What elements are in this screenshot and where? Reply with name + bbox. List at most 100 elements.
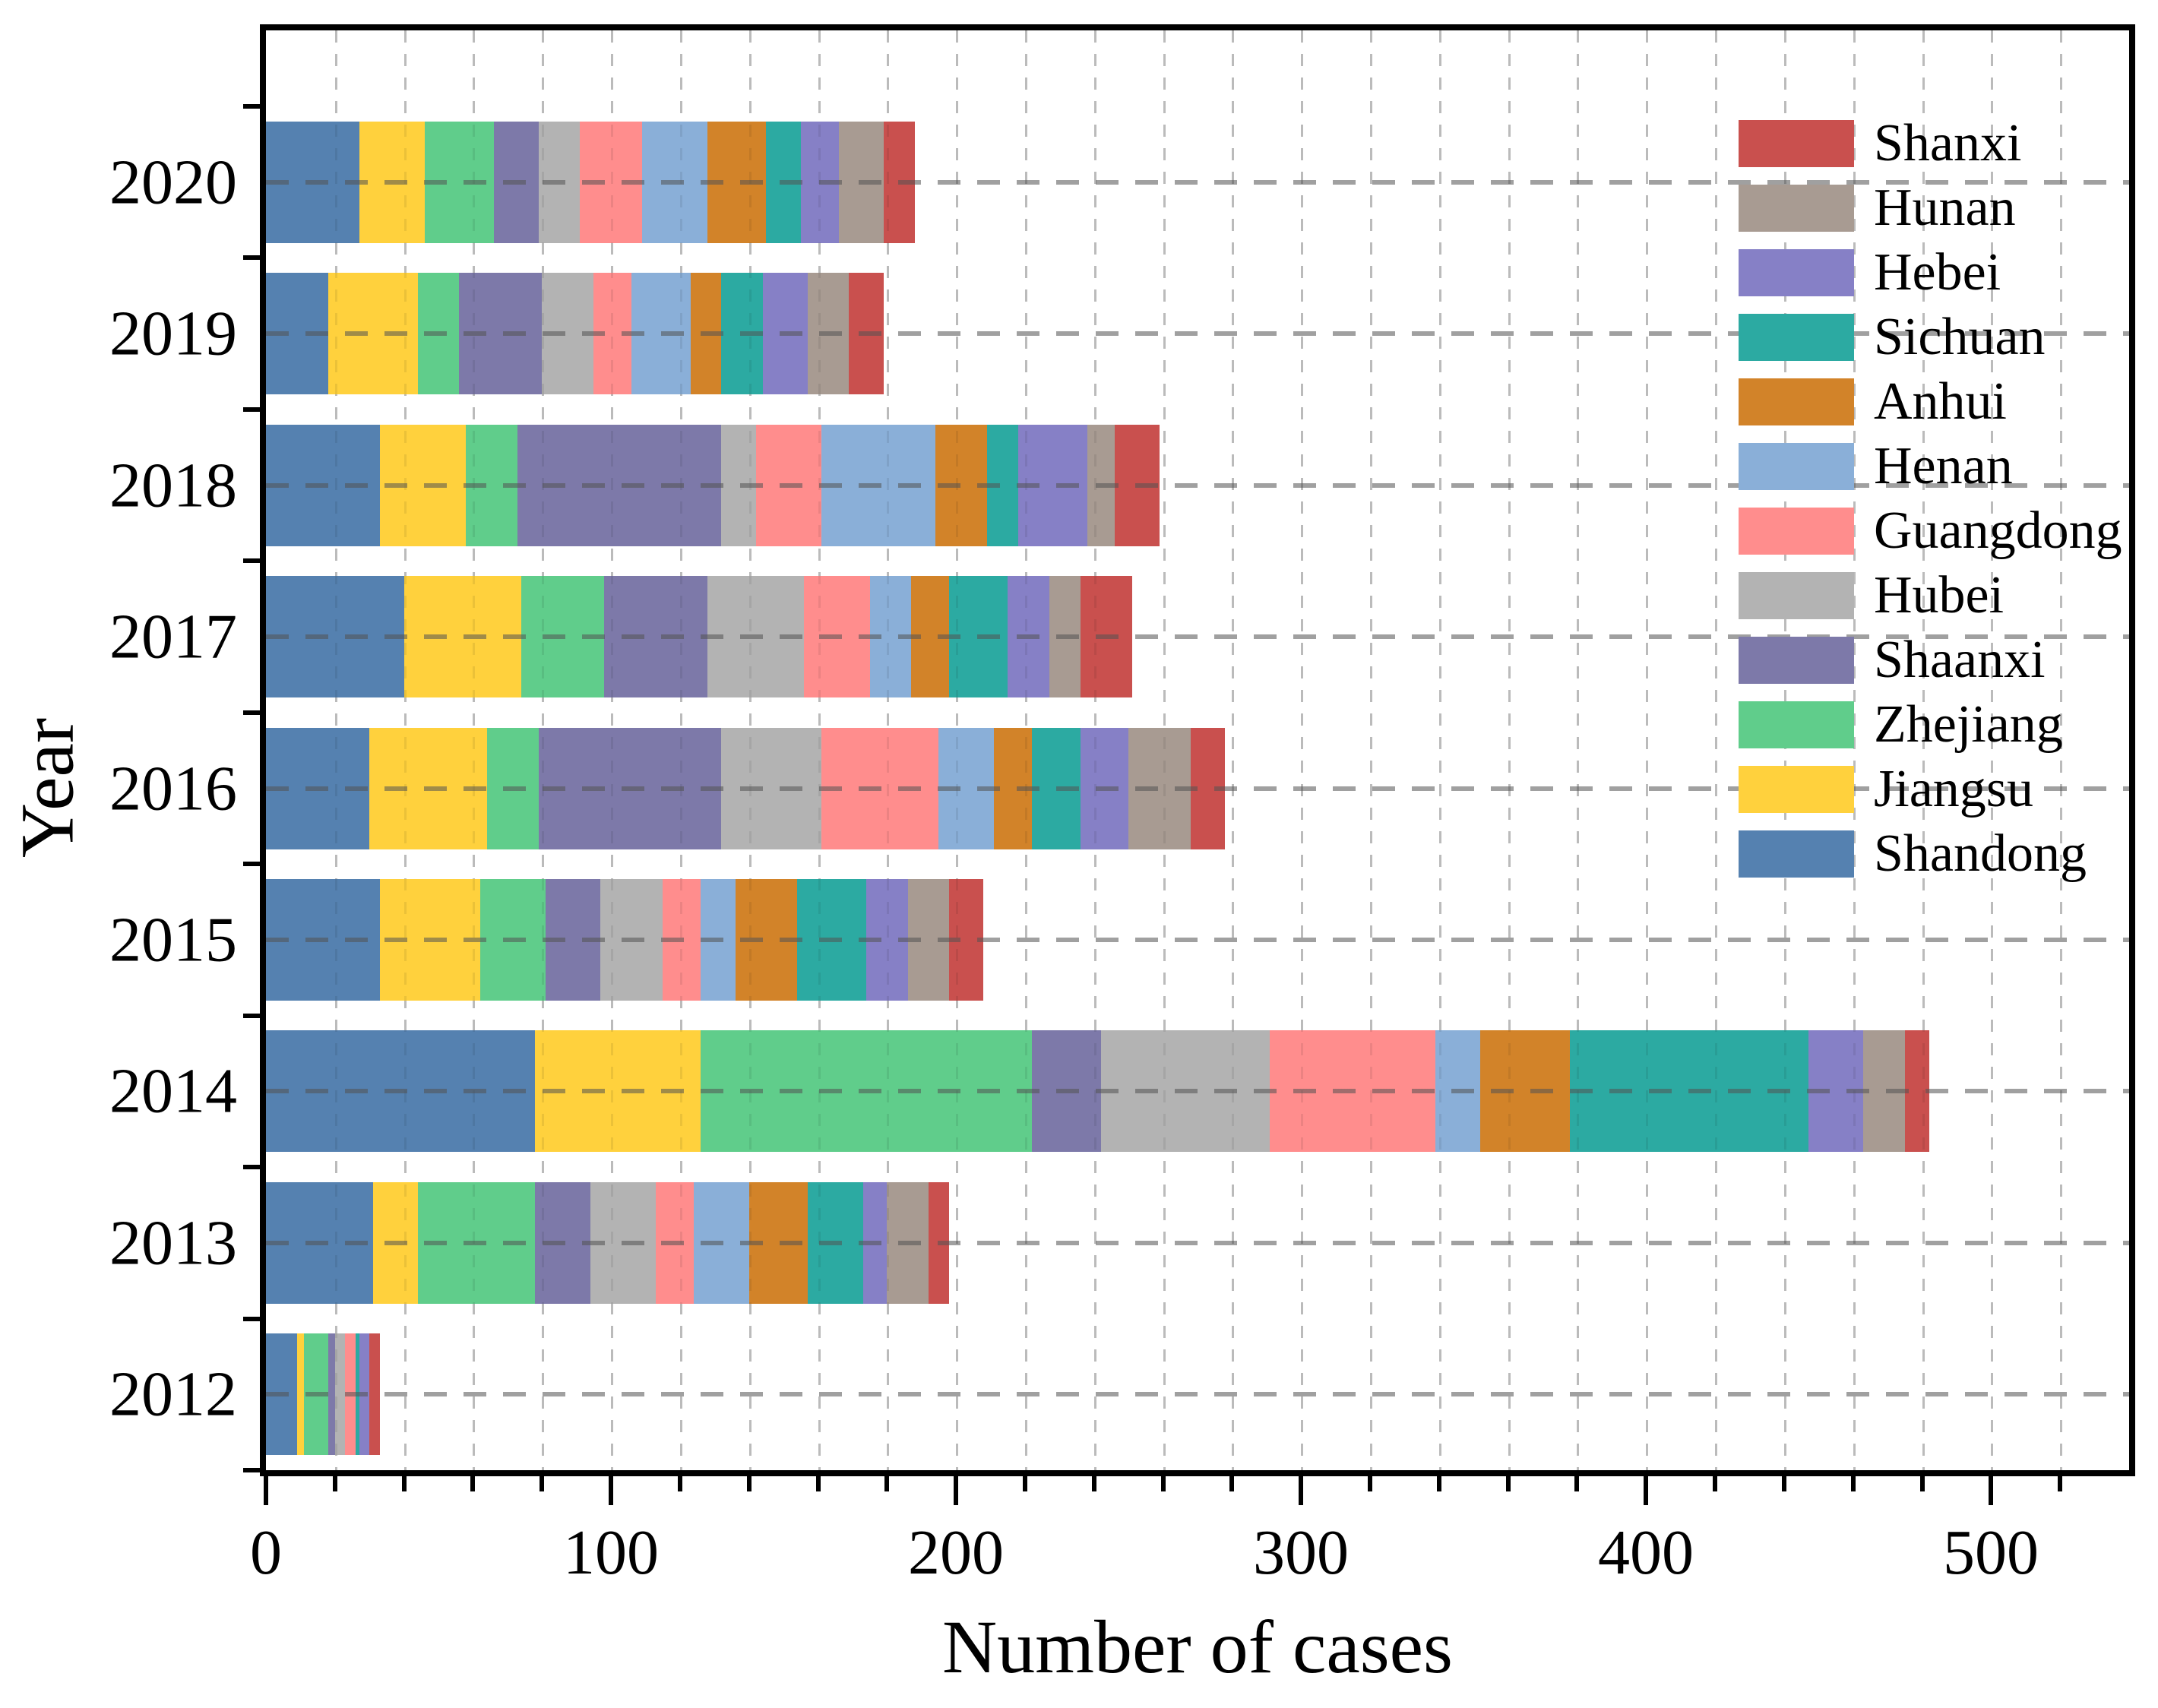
legend-item-hunan: Hunan — [1739, 176, 2122, 240]
y-tick — [243, 710, 260, 715]
x-major-tick — [954, 1476, 958, 1505]
vertical-gridline-overlay — [1991, 30, 1993, 1470]
legend-swatch — [1739, 119, 1854, 167]
legend-swatch — [1739, 442, 1854, 490]
vertical-gridline-overlay — [473, 30, 475, 1470]
vertical-gridline-overlay — [887, 30, 889, 1470]
y-tick — [243, 255, 260, 260]
y-tick-label: 2018 — [109, 450, 237, 521]
legend-label: Sichuan — [1874, 307, 2046, 366]
y-tick-label: 2014 — [109, 1055, 237, 1127]
legend-label: Anhui — [1874, 372, 2007, 431]
vertical-gridline-overlay — [1025, 30, 1027, 1470]
horizontal-gridline — [266, 331, 2129, 336]
vertical-gridline — [1784, 30, 1786, 1470]
legend-item-jiangsu: Jiangsu — [1739, 757, 2122, 821]
legend-item-hebei: Hebei — [1739, 240, 2122, 305]
vertical-gridline — [1922, 30, 1925, 1470]
vertical-gridline-overlay — [1094, 30, 1096, 1470]
x-minor-tick — [1229, 1476, 1234, 1491]
vertical-gridline-overlay — [1577, 30, 1579, 1470]
legend-label: Zhejiang — [1874, 694, 2063, 754]
x-minor-tick — [1851, 1476, 1856, 1491]
vertical-gridline — [1853, 30, 1856, 1470]
x-minor-tick — [1713, 1476, 1717, 1491]
y-tick — [243, 1165, 260, 1169]
legend-swatch — [1739, 830, 1854, 878]
y-tick — [243, 1317, 260, 1321]
legend-label: Jiangsu — [1874, 759, 2033, 818]
vertical-gridline-overlay — [1715, 30, 1717, 1470]
x-minor-tick — [402, 1476, 407, 1491]
x-tick-label: 200 — [908, 1517, 1004, 1588]
y-tick-label: 2017 — [109, 601, 237, 672]
x-minor-tick — [333, 1476, 337, 1491]
horizontal-gridline — [266, 634, 2129, 639]
legend-label: Hunan — [1874, 178, 2016, 237]
x-minor-tick — [1437, 1476, 1441, 1491]
x-minor-tick — [1023, 1476, 1027, 1491]
y-tick — [243, 1468, 260, 1472]
y-tick — [243, 407, 260, 412]
horizontal-gridline — [266, 938, 2129, 942]
y-tick-label: 2013 — [109, 1207, 237, 1279]
y-tick — [243, 558, 260, 563]
vertical-gridline-overlay — [749, 30, 752, 1470]
x-tick-label: 300 — [1253, 1517, 1349, 1588]
x-minor-tick — [2058, 1476, 2062, 1491]
legend-swatch — [1739, 636, 1854, 684]
y-axis-title: Year — [5, 717, 90, 859]
vertical-gridline-overlay — [1922, 30, 1925, 1470]
vertical-gridline-overlay — [1370, 30, 1372, 1470]
plot-inner — [266, 30, 2129, 1470]
legend-swatch — [1739, 571, 1854, 619]
legend-item-guangdong: Guangdong — [1739, 498, 2122, 563]
x-axis-title: Number of cases — [942, 1605, 1453, 1689]
vertical-gridline-overlay — [1784, 30, 1786, 1470]
horizontal-gridline — [266, 1392, 2129, 1396]
vertical-gridline-overlay — [1646, 30, 1648, 1470]
vertical-gridline-overlay — [404, 30, 407, 1470]
bar-row — [266, 122, 915, 243]
legend-swatch — [1739, 701, 1854, 748]
legend-label: Guangdong — [1874, 501, 2122, 560]
legend-swatch — [1739, 313, 1854, 361]
x-tick-label: 0 — [250, 1517, 282, 1588]
horizontal-gridline — [266, 786, 2129, 791]
y-tick-label: 2016 — [109, 753, 237, 824]
y-tick-label: 2020 — [109, 147, 237, 218]
y-tick-label: 2015 — [109, 904, 237, 976]
legend-swatch — [1739, 184, 1854, 232]
vertical-gridline-overlay — [1439, 30, 1441, 1470]
x-minor-tick — [747, 1476, 752, 1491]
vertical-gridline-overlay — [1232, 30, 1234, 1470]
vertical-gridline-overlay — [2060, 30, 2062, 1470]
x-minor-tick — [1574, 1476, 1579, 1491]
legend-item-zhejiang: Zhejiang — [1739, 692, 2122, 757]
vertical-gridline — [1232, 30, 1234, 1470]
x-major-tick — [264, 1476, 268, 1505]
legend: Shanxi Hunan Hebei Sichuan Anhui Henan Guangdo… — [1739, 111, 2122, 886]
legend-label: Hubei — [1874, 565, 2005, 625]
x-minor-tick — [470, 1476, 475, 1491]
legend-item-shaanxi: Shaanxi — [1739, 628, 2122, 692]
legend-item-shanxi: Shanxi — [1739, 111, 2122, 176]
vertical-gridline-overlay — [956, 30, 958, 1470]
x-minor-tick — [678, 1476, 682, 1491]
horizontal-gridline — [266, 1089, 2129, 1093]
vertical-gridline-overlay — [680, 30, 682, 1470]
legend-label: Henan — [1874, 436, 2013, 495]
legend-item-sichuan: Sichuan — [1739, 305, 2122, 369]
vertical-gridline — [1508, 30, 1511, 1470]
x-minor-tick — [1368, 1476, 1372, 1491]
horizontal-gridline — [266, 483, 2129, 488]
vertical-gridline — [1301, 30, 1303, 1470]
x-minor-tick — [1092, 1476, 1096, 1491]
legend-item-anhui: Anhui — [1739, 369, 2122, 434]
x-tick-label: 400 — [1598, 1517, 1694, 1588]
x-major-tick — [1644, 1476, 1648, 1505]
legend-swatch — [1739, 248, 1854, 296]
x-minor-tick — [540, 1476, 544, 1491]
legend-swatch — [1739, 378, 1854, 425]
